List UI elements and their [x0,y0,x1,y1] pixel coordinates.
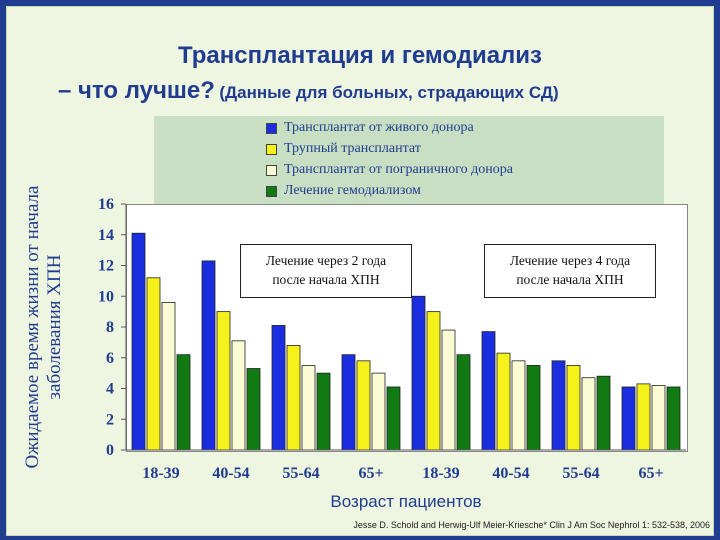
bar [316,372,331,451]
legend-label: Трансплантат от живого донора [284,120,474,135]
x-category-label: 55-64 [562,465,599,482]
legend-swatch [266,143,277,155]
bar [371,372,386,451]
bar [131,232,146,451]
legend-item-cadaver: Трупный трансплантат [266,139,421,159]
x-category-label: 18-39 [142,465,179,482]
bar [651,385,666,451]
bar [441,329,456,451]
bar [456,354,471,451]
bar [231,340,246,451]
y-tick-label: 14 [98,227,114,244]
y-tick-label: 16 [98,196,114,213]
bar [426,311,441,451]
annotation-line: Лечение через 2 года [265,253,387,268]
legend-swatch [266,164,277,176]
slide-title: Трансплантация и гемодиализ [178,42,542,69]
bar [246,368,261,451]
legend-item-living-donor: Трансплантат от живого донора [266,118,474,138]
legend-item-marginal-donor: Трансплантат от пограничного донора [266,160,513,180]
bar [566,365,581,451]
x-category-label: 18-39 [422,465,459,482]
x-category-label: 40-54 [212,465,249,482]
bar [341,354,356,451]
x-axis-title: Возраст пациентов [330,492,482,511]
bar [286,345,301,451]
bar [301,365,316,451]
bar [176,354,191,451]
legend-label: Трансплантат от пограничного донора [284,162,514,177]
bar [481,331,496,451]
bar [511,360,526,451]
y-tick-label: 6 [106,350,114,367]
bar [161,301,176,451]
bar [621,386,636,451]
bar [596,375,611,451]
y-tick-label: 12 [98,258,114,275]
annotation-2-years: Лечение через 2 года после начала ХПН [240,244,412,298]
bar [551,360,566,451]
legend-label: Лечение гемодиализом [284,183,421,198]
x-category-label: 40-54 [492,465,529,482]
x-category-label: 55-64 [282,465,319,482]
bar [201,260,216,451]
annotation-4-years: Лечение через 4 года после начала ХПН [484,244,656,298]
chart-legend: Трансплантат от живого донора Трупный тр… [154,116,664,204]
x-category-label: 65+ [358,465,383,482]
y-tick-label: 2 [106,411,114,428]
legend-label: Трупный трансплантат [284,141,421,156]
y-tick-label: 8 [106,319,114,336]
citation: Jesse D. Schold and Herwig-Ulf Meier-Kri… [353,520,710,530]
bar [411,295,426,451]
y-tick-label: 10 [98,288,114,305]
annotation-line: после начала ХПН [272,272,380,287]
bar [666,386,681,451]
legend-swatch [266,185,277,197]
legend-item-dialysis: Лечение гемодиализом [266,181,421,201]
bar [271,325,286,451]
title-note: (Данные для больных, страдающих СД) [219,83,559,102]
bar [526,365,541,451]
bar [386,386,401,451]
bar [216,311,231,451]
bar [146,277,161,451]
bar [636,383,651,451]
annotation-line: после начала ХПН [516,272,624,287]
bar [581,377,596,451]
annotation-line: Лечение через 4 года [509,253,631,268]
legend-swatch [266,122,277,134]
y-axis-title-line: Ожидаемое время жизни от начала [22,185,43,469]
x-category-label: 65+ [638,465,663,482]
y-axis-title-line: заболевания ХПН [44,254,65,400]
y-tick-label: 0 [106,442,114,459]
title-question: – что лучше? [58,77,215,104]
slide-subtitle: – что лучше? (Данные для больных, страда… [58,77,559,105]
y-tick-label: 4 [106,381,114,398]
bar [496,352,511,451]
bar [356,360,371,451]
